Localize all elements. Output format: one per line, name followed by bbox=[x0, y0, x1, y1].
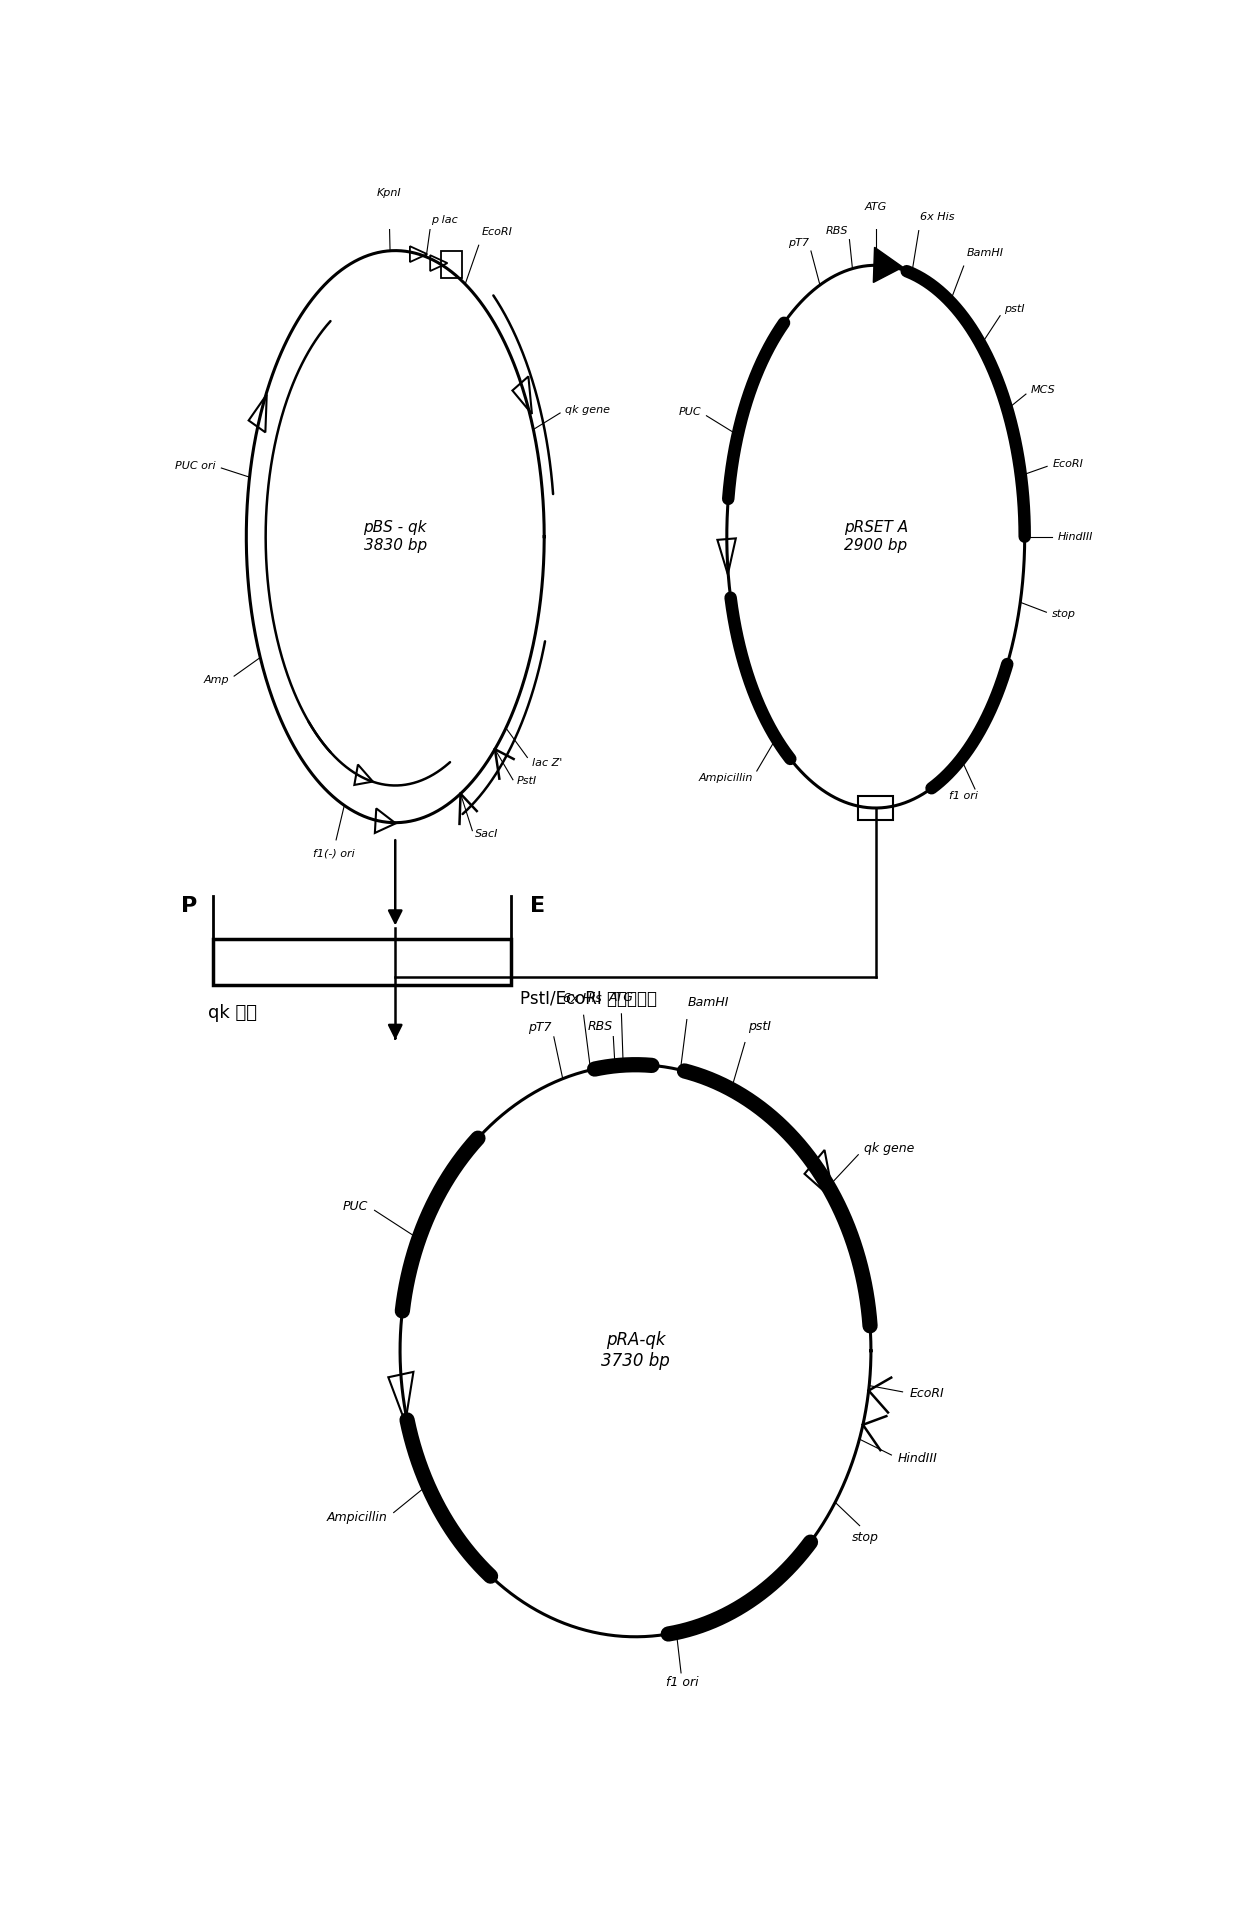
Text: PUC: PUC bbox=[678, 408, 701, 417]
Text: SacI: SacI bbox=[475, 829, 498, 838]
Text: P: P bbox=[181, 895, 197, 916]
Text: pT7: pT7 bbox=[787, 238, 808, 248]
Text: pT7: pT7 bbox=[528, 1021, 552, 1034]
Text: HindIII: HindIII bbox=[898, 1452, 937, 1465]
Text: 6x His: 6x His bbox=[920, 211, 955, 223]
Text: ATG: ATG bbox=[609, 991, 634, 1004]
Text: pBS - qk
3830 bp: pBS - qk 3830 bp bbox=[363, 520, 427, 552]
Text: KpnI: KpnI bbox=[377, 189, 402, 198]
Text: p lac: p lac bbox=[432, 215, 458, 225]
Text: pRSET A
2900 bp: pRSET A 2900 bp bbox=[843, 520, 908, 552]
Text: PUC ori: PUC ori bbox=[175, 461, 216, 471]
Text: Amp: Amp bbox=[203, 674, 229, 684]
Polygon shape bbox=[873, 248, 903, 282]
FancyBboxPatch shape bbox=[213, 939, 511, 985]
Text: qk 基因: qk 基因 bbox=[208, 1004, 257, 1023]
Text: PstI: PstI bbox=[517, 775, 537, 787]
Text: stop: stop bbox=[852, 1532, 879, 1545]
Text: EcoRI: EcoRI bbox=[481, 227, 512, 238]
Text: EcoRI: EcoRI bbox=[909, 1387, 944, 1400]
Text: MCS: MCS bbox=[1030, 385, 1055, 394]
Text: qk gene: qk gene bbox=[864, 1143, 914, 1154]
Text: PstI/EcoRI 酶切和连接: PstI/EcoRI 酶切和连接 bbox=[521, 991, 657, 1008]
Text: f1(-) ori: f1(-) ori bbox=[314, 848, 355, 857]
Text: f1 ori: f1 ori bbox=[666, 1676, 698, 1690]
Text: 6x His: 6x His bbox=[563, 993, 601, 1006]
Text: stop: stop bbox=[1052, 610, 1076, 619]
Text: qk gene: qk gene bbox=[565, 404, 610, 415]
Text: HindIII: HindIII bbox=[1058, 531, 1092, 541]
Text: Ampicillin: Ampicillin bbox=[698, 773, 753, 783]
Text: BamHI: BamHI bbox=[966, 248, 1003, 259]
Text: Ampicillin: Ampicillin bbox=[327, 1511, 388, 1524]
Text: RBS: RBS bbox=[826, 227, 848, 236]
Text: ATG: ATG bbox=[864, 202, 887, 213]
Text: PUC: PUC bbox=[343, 1200, 368, 1213]
Text: BamHI: BamHI bbox=[688, 996, 729, 1010]
Text: RBS: RBS bbox=[588, 1019, 613, 1033]
Text: pRA-qk
3730 bp: pRA-qk 3730 bp bbox=[601, 1332, 670, 1370]
Text: lac Z': lac Z' bbox=[532, 758, 562, 768]
Text: pstI: pstI bbox=[748, 1021, 771, 1033]
Text: EcoRI: EcoRI bbox=[1053, 459, 1084, 469]
Text: E: E bbox=[529, 895, 546, 916]
Text: pstI: pstI bbox=[1004, 305, 1024, 314]
Text: f1 ori: f1 ori bbox=[950, 791, 978, 802]
